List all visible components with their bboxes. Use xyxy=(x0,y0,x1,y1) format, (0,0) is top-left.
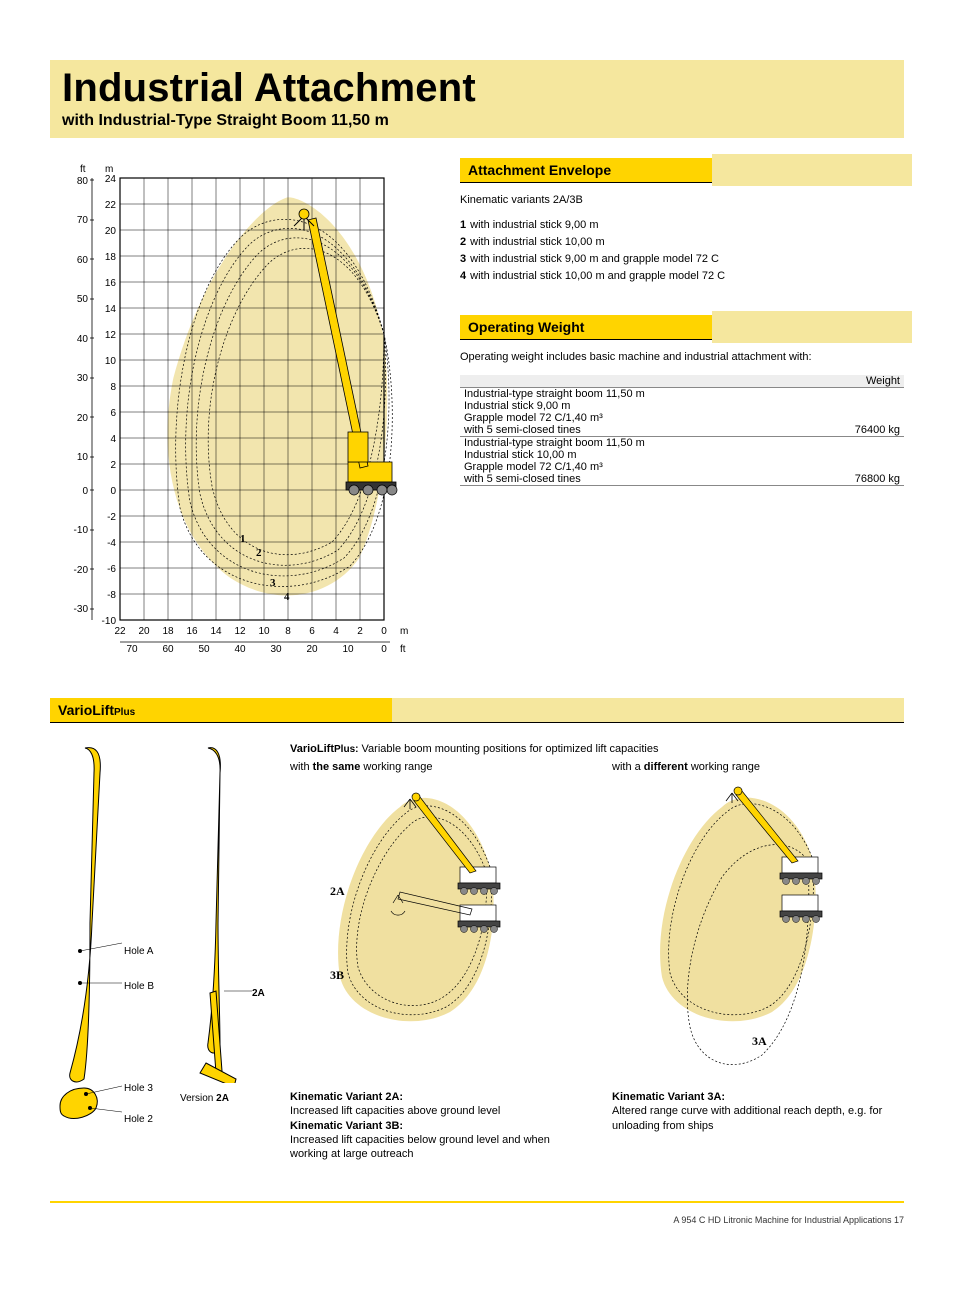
svg-text:14: 14 xyxy=(105,304,117,315)
hole-2-label: Hole 2 xyxy=(124,1114,234,1125)
svg-text:4: 4 xyxy=(110,434,116,445)
svg-text:0: 0 xyxy=(82,486,88,497)
svg-text:16: 16 xyxy=(105,278,117,289)
svg-text:50: 50 xyxy=(77,294,89,305)
svg-text:6: 6 xyxy=(309,626,315,637)
svg-text:20: 20 xyxy=(77,413,89,424)
svg-text:16: 16 xyxy=(186,626,198,637)
svg-text:-4: -4 xyxy=(107,538,116,549)
hole-b-label: Hole B xyxy=(124,981,234,992)
svg-text:60: 60 xyxy=(77,255,89,266)
envelope-diagram-same: 2A 3B xyxy=(290,777,582,1080)
svg-text:12: 12 xyxy=(105,330,117,341)
svg-text:8: 8 xyxy=(285,626,291,637)
arm-long: Hole A Hole B Hole 3 Hole 2 xyxy=(50,743,160,1161)
svg-text:0: 0 xyxy=(381,644,387,655)
svg-text:-8: -8 xyxy=(107,590,116,601)
svg-text:10: 10 xyxy=(105,356,117,367)
svg-text:-20: -20 xyxy=(74,565,89,576)
svg-text:2: 2 xyxy=(110,460,116,471)
svg-text:-2: -2 xyxy=(107,512,116,523)
svg-text:20: 20 xyxy=(105,226,117,237)
svg-text:18: 18 xyxy=(105,252,117,263)
svg-text:-10: -10 xyxy=(74,525,89,536)
page-footer: A 954 C HD Litronic Machine for Industri… xyxy=(50,1201,904,1225)
svg-text:70: 70 xyxy=(77,215,89,226)
svg-text:3: 3 xyxy=(270,577,276,589)
svg-text:20: 20 xyxy=(138,626,150,637)
svg-text:3A: 3A xyxy=(752,1034,767,1048)
svg-text:6: 6 xyxy=(110,408,116,419)
svg-text:10: 10 xyxy=(342,644,354,655)
weight-col-header: Weight xyxy=(806,375,904,388)
envelope-chart: ft m xyxy=(50,158,420,658)
svg-text:10: 10 xyxy=(77,452,89,463)
page-title: Industrial Attachment xyxy=(62,68,894,108)
svg-text:14: 14 xyxy=(210,626,222,637)
svg-text:-6: -6 xyxy=(107,564,116,575)
page-subtitle: with Industrial-Type Straight Boom 11,50… xyxy=(62,112,894,130)
envelope-list: 1with industrial stick 9,00 m 2with indu… xyxy=(460,217,904,285)
envelope-fill xyxy=(168,197,388,595)
svg-text:0: 0 xyxy=(110,486,116,497)
svg-text:24: 24 xyxy=(105,174,117,185)
svg-text:60: 60 xyxy=(162,644,174,655)
svg-text:2: 2 xyxy=(357,626,363,637)
svg-text:2A: 2A xyxy=(330,884,345,898)
svg-text:8: 8 xyxy=(110,382,116,393)
diff-range-label: with a different working range xyxy=(612,761,904,773)
svg-text:3B: 3B xyxy=(330,968,344,982)
kinematic-3a: Kinematic Variant 3A: Altered range curv… xyxy=(612,1090,904,1161)
envelope-sub: Kinematic variants 2A/3B xyxy=(460,193,904,207)
svg-text:12: 12 xyxy=(234,626,246,637)
svg-text:30: 30 xyxy=(77,373,89,384)
svg-text:4: 4 xyxy=(333,626,339,637)
header-band: Industrial Attachment with Industrial-Ty… xyxy=(50,60,904,138)
version-label: Version 2A xyxy=(180,1093,270,1104)
svg-text:22: 22 xyxy=(114,626,126,637)
opweight-para: Operating weight includes basic machine … xyxy=(460,350,904,364)
svg-text:22: 22 xyxy=(105,200,117,211)
arm-2a-label: 2A xyxy=(252,988,342,999)
kinematic-2a-3b: Kinematic Variant 2A: Increased lift cap… xyxy=(290,1090,582,1161)
envelope-diagram-diff: 3A xyxy=(612,777,904,1080)
svg-text:-30: -30 xyxy=(74,604,89,615)
svg-text:ft: ft xyxy=(400,644,406,655)
hole-a-label: Hole A xyxy=(124,946,234,957)
hole-3-label: Hole 3 xyxy=(124,1083,234,1094)
axis-ft-label: ft xyxy=(80,164,86,175)
svg-text:4: 4 xyxy=(284,591,290,603)
svg-text:30: 30 xyxy=(270,644,282,655)
weight-table: Weight Industrial-type straight boom 11,… xyxy=(460,375,904,486)
variolift-heading: VarioLiftPlus xyxy=(50,698,904,723)
svg-text:10: 10 xyxy=(258,626,270,637)
attachment-envelope-heading: Attachment Envelope xyxy=(460,158,904,183)
operating-weight-heading: Operating Weight xyxy=(460,315,904,340)
same-range-label: with the same working range xyxy=(290,761,582,773)
svg-text:m: m xyxy=(400,626,408,637)
svg-text:70: 70 xyxy=(126,644,138,655)
svg-text:18: 18 xyxy=(162,626,174,637)
variolift-intro: VarioLiftPlus: Variable boom mounting po… xyxy=(290,743,904,755)
svg-text:0: 0 xyxy=(381,626,387,637)
svg-text:2: 2 xyxy=(256,547,262,559)
svg-text:1: 1 xyxy=(240,533,246,545)
svg-text:50: 50 xyxy=(198,644,210,655)
svg-text:40: 40 xyxy=(77,334,89,345)
svg-text:40: 40 xyxy=(234,644,246,655)
svg-text:80: 80 xyxy=(77,176,89,187)
svg-text:20: 20 xyxy=(306,644,318,655)
